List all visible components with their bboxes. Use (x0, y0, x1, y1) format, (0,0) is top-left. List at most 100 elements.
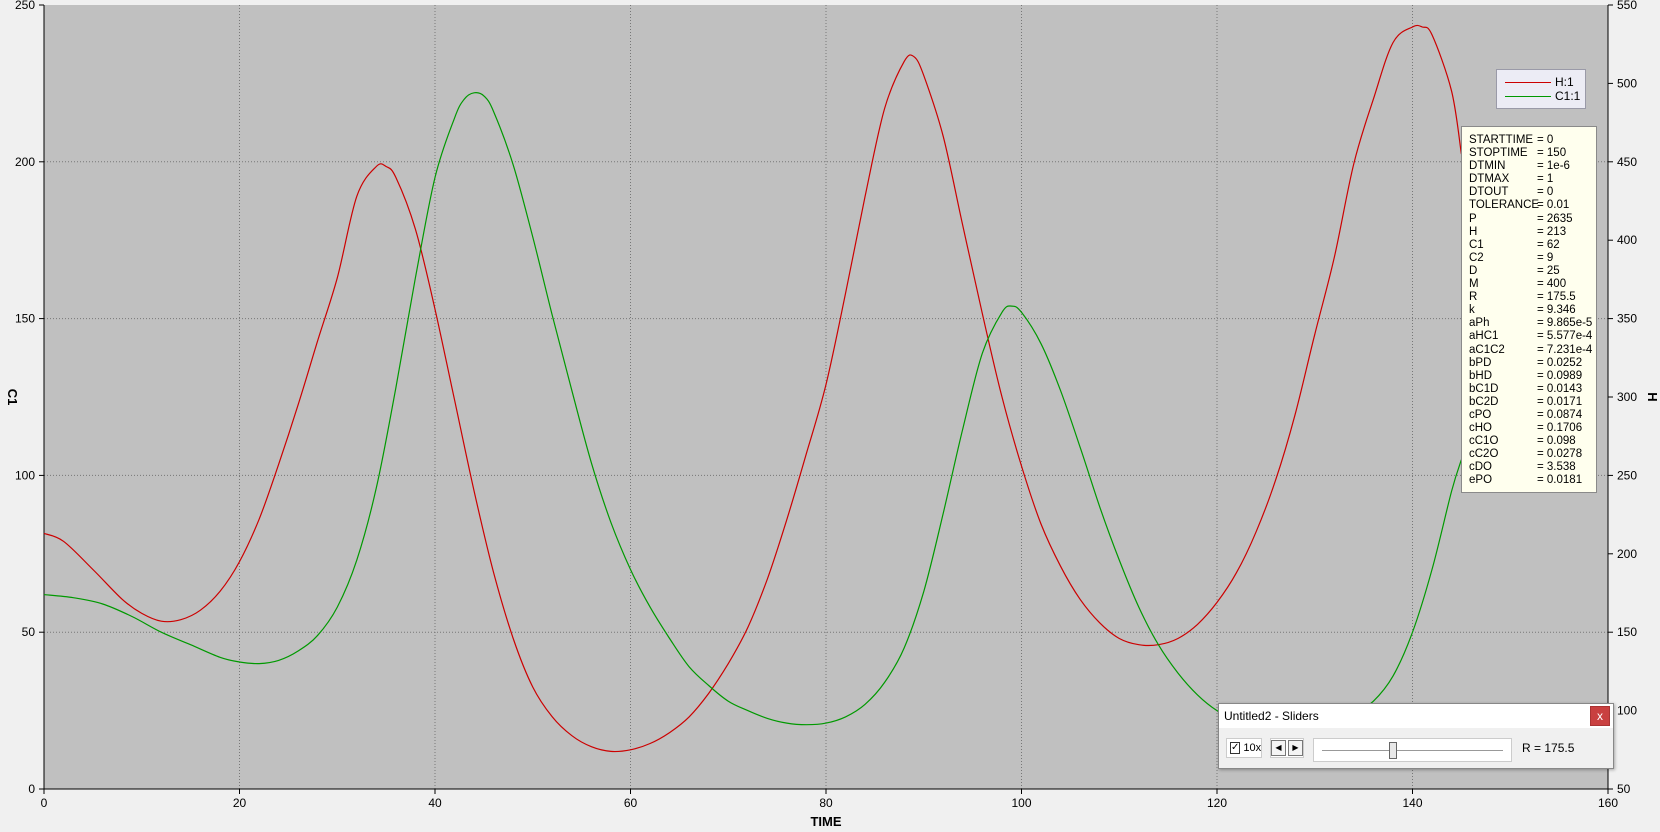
arrow-left-icon: ◀ (1275, 743, 1282, 752)
parameter-value: = 7.231e-4 (1537, 343, 1593, 356)
parameter-row: cC2O = 0.0278 (1469, 448, 1596, 461)
sliders-window-title: Untitled2 - Sliders (1224, 709, 1319, 723)
parameter-name: R (1469, 291, 1478, 304)
parameter-value: = 150 (1537, 147, 1567, 160)
slider-thumb[interactable] (1389, 742, 1398, 759)
parameter-value: = 2635 (1537, 212, 1573, 225)
parameter-value: = 0.098 (1537, 435, 1576, 448)
legend-swatch-h (1505, 81, 1551, 83)
parameter-name: H (1469, 225, 1478, 238)
arrow-right-icon: ▶ (1292, 743, 1299, 752)
y-tick-label-right: 400 (1617, 233, 1637, 247)
parameter-row: cC1O = 0.098 (1469, 435, 1596, 448)
x-tick-label: 20 (233, 796, 247, 810)
y-tick-label-left: 0 (28, 782, 35, 796)
parameter-value: = 9.346 (1537, 304, 1576, 317)
parameter-value: = 0.01 (1537, 199, 1570, 212)
parameter-row: bHD = 0.0989 (1469, 370, 1596, 383)
y-tick-label-right: 300 (1617, 390, 1637, 404)
y-tick-label-right: 450 (1617, 155, 1637, 169)
parameter-name: cC2O (1469, 448, 1499, 461)
parameter-row: C2 = 9 (1469, 252, 1596, 265)
x-axis-title: TIME (810, 814, 841, 829)
multiplier-toggle[interactable]: ✓ 10x (1226, 738, 1262, 758)
parameter-row: aHC1 = 5.577e-4 (1469, 330, 1596, 343)
close-icon: x (1597, 709, 1603, 723)
legend: H:1 C1:1 (1496, 69, 1586, 109)
parameter-name: STOPTIME (1469, 147, 1528, 160)
x-tick-label: 100 (1011, 796, 1031, 810)
parameter-name: STARTTIME (1469, 134, 1534, 146)
parameter-row: bC2D = 0.0171 (1469, 396, 1596, 409)
parameter-name: aPh (1469, 317, 1490, 330)
parameter-row: R = 175.5 (1469, 291, 1596, 304)
parameter-value: = 5.577e-4 (1537, 330, 1593, 343)
y-axis-title-left: C1 (5, 389, 20, 406)
legend-entry-c1: C1:1 (1505, 89, 1585, 103)
x-tick-label: 0 (41, 796, 48, 810)
parameter-name: TOLERANCE (1469, 199, 1540, 212)
y-tick-label-right: 50 (1617, 782, 1631, 796)
plot-area (44, 5, 1608, 789)
parameter-row: k = 9.346 (1469, 304, 1596, 317)
x-tick-label: 140 (1402, 796, 1422, 810)
parameter-row: cDO = 3.538 (1469, 461, 1596, 474)
parameter-name: cC1O (1469, 435, 1499, 448)
y-tick-label-right: 350 (1617, 312, 1637, 326)
step-buttons: ◀ ▶ (1270, 738, 1304, 758)
parameter-value: = 1 (1537, 173, 1554, 186)
parameter-name: k (1469, 304, 1475, 317)
parameter-value: = 0.0989 (1537, 369, 1583, 382)
parameter-value: = 0.0252 (1537, 356, 1583, 369)
slider-track (1322, 750, 1503, 751)
parameter-value: = 0.0171 (1537, 395, 1583, 408)
parameter-name: bHD (1469, 369, 1493, 382)
parameter-name: bC2D (1469, 395, 1499, 408)
legend-swatch-c1 (1505, 95, 1551, 97)
checkbox-icon[interactable]: ✓ (1230, 742, 1241, 754)
parameter-row: aC1C2 = 7.231e-4 (1469, 344, 1596, 357)
legend-label-h: H:1 (1555, 75, 1574, 89)
parameter-value: = 0.1706 (1537, 422, 1583, 435)
y-tick-label-left: 200 (15, 155, 35, 169)
sliders-window[interactable]: Untitled2 - Sliders x ✓ 10x ◀ ▶ R = 175.… (1218, 703, 1614, 769)
slider-readout: R = 175.5 (1522, 741, 1575, 755)
y-tick-label-left: 150 (15, 312, 35, 326)
y-tick-label-right: 250 (1617, 468, 1637, 482)
parameter-name: DTOUT (1469, 186, 1509, 199)
parameter-value: = 62 (1537, 238, 1560, 251)
parameter-name: P (1469, 212, 1477, 225)
parameter-table: STARTTIME = 0 STOPTIME = 150 DTMIN = 1e-6 DTMA… (1461, 126, 1597, 493)
parameter-value: = 400 (1537, 278, 1567, 291)
y-tick-label-right: 200 (1617, 547, 1637, 561)
parameter-row: C1 = 62 (1469, 239, 1596, 252)
y-tick-label-right: 500 (1617, 76, 1637, 90)
series-line-h (43, 24, 1462, 753)
step-right-button[interactable]: ▶ (1288, 740, 1303, 756)
y-tick-label-right: 550 (1617, 0, 1637, 12)
legend-label-c1: C1:1 (1555, 89, 1581, 103)
step-left-button[interactable]: ◀ (1271, 740, 1286, 756)
multiplier-label: 10x (1243, 742, 1262, 754)
parameter-row: ePO = 0.0181 (1469, 474, 1596, 487)
parameter-value: = 0.0181 (1537, 474, 1583, 487)
legend-entry-h: H:1 (1505, 75, 1585, 89)
parameter-value: = 0.0278 (1537, 448, 1583, 461)
parameter-value: = 25 (1537, 264, 1560, 277)
parameter-name: aC1C2 (1469, 343, 1505, 356)
parameter-value: = 0.0143 (1537, 382, 1583, 395)
parameter-name: D (1469, 264, 1478, 277)
parameter-row: H = 213 (1469, 226, 1596, 239)
parameter-name: cPO (1469, 408, 1492, 421)
r-slider[interactable] (1313, 738, 1512, 762)
parameter-value: = 9 (1537, 251, 1554, 264)
parameter-name: aHC1 (1469, 330, 1499, 343)
close-button[interactable]: x (1590, 706, 1610, 726)
parameter-name: bPD (1469, 356, 1492, 369)
parameter-value: = 0 (1537, 186, 1554, 199)
parameter-name: ePO (1469, 474, 1493, 487)
parameter-value: = 3.538 (1537, 461, 1576, 474)
parameter-row: bPD = 0.0252 (1469, 357, 1596, 370)
y-tick-label-left: 100 (15, 468, 35, 482)
sliders-titlebar[interactable]: Untitled2 - Sliders x (1219, 704, 1613, 728)
